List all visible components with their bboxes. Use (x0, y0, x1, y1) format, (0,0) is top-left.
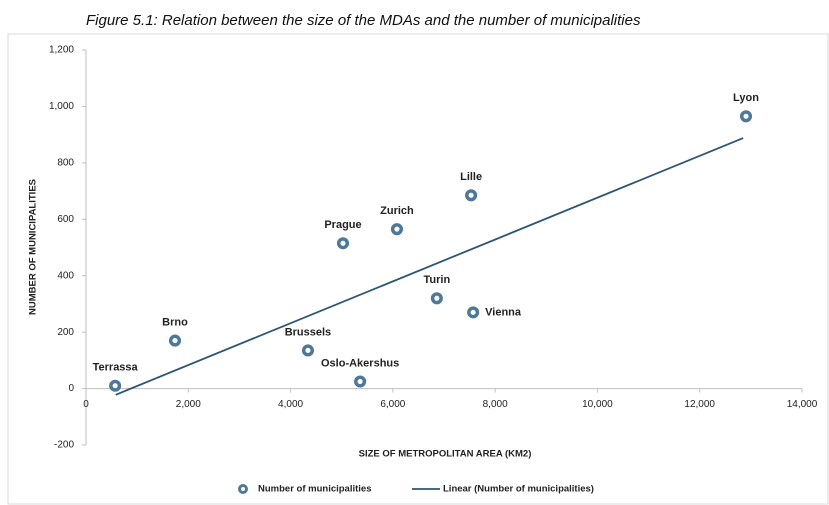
point (467, 306, 480, 319)
y-tick-label: -200 (54, 440, 74, 451)
y-tick-label: 400 (57, 270, 74, 281)
point-label: Vienna (485, 306, 522, 318)
point (336, 237, 350, 250)
point-label: Zurich (380, 205, 414, 217)
legend-label: Number of municipalities (258, 484, 372, 495)
y-tick-label: 1,000 (49, 101, 74, 112)
point (430, 292, 443, 305)
x-axis-title: SIZE OF METROPOLITAN AREA (KM2) (359, 449, 532, 460)
point-label: Brussels (285, 326, 331, 338)
x-tick-label: 2,000 (176, 399, 201, 410)
x-tick-label: 6,000 (380, 399, 405, 410)
trendline (115, 137, 744, 396)
y-tick-label: 1,200 (49, 45, 74, 56)
chart-frame (7, 33, 829, 505)
point-label: Turin (423, 274, 450, 286)
point (301, 344, 315, 357)
x-tick-label: 12,000 (684, 399, 715, 410)
y-tick-label: 200 (57, 327, 74, 338)
legend-marker (238, 484, 248, 494)
x-tick-label: 14,000 (787, 399, 818, 410)
point-label: Prague (324, 219, 361, 231)
point-label: Lille (460, 171, 482, 183)
point (739, 110, 753, 123)
chart-title: Figure 5.1: Relation between the size of… (86, 12, 641, 29)
x-tick-label: 8,000 (483, 399, 508, 410)
x-tick-label: 0 (83, 399, 89, 410)
x-tick-label: 4,000 (278, 399, 303, 410)
point (168, 334, 182, 347)
point (109, 379, 122, 392)
y-tick-label: 800 (57, 157, 74, 168)
point (390, 223, 403, 236)
legend-label: Linear (Number of municipalities) (443, 484, 594, 495)
point-label: Oslo-Akershus (321, 357, 399, 369)
y-axis-title: NUMBER OF MUNICIPALITIES (28, 179, 39, 315)
point (465, 189, 478, 202)
y-tick-label: 600 (57, 214, 74, 225)
point-label: Brno (162, 317, 188, 329)
x-tick-label: 10,000 (582, 399, 613, 410)
y-tick-label: 0 (68, 383, 74, 394)
point-label: Terrassa (93, 362, 139, 374)
point-label: Lyon (733, 92, 759, 104)
point (354, 375, 367, 388)
